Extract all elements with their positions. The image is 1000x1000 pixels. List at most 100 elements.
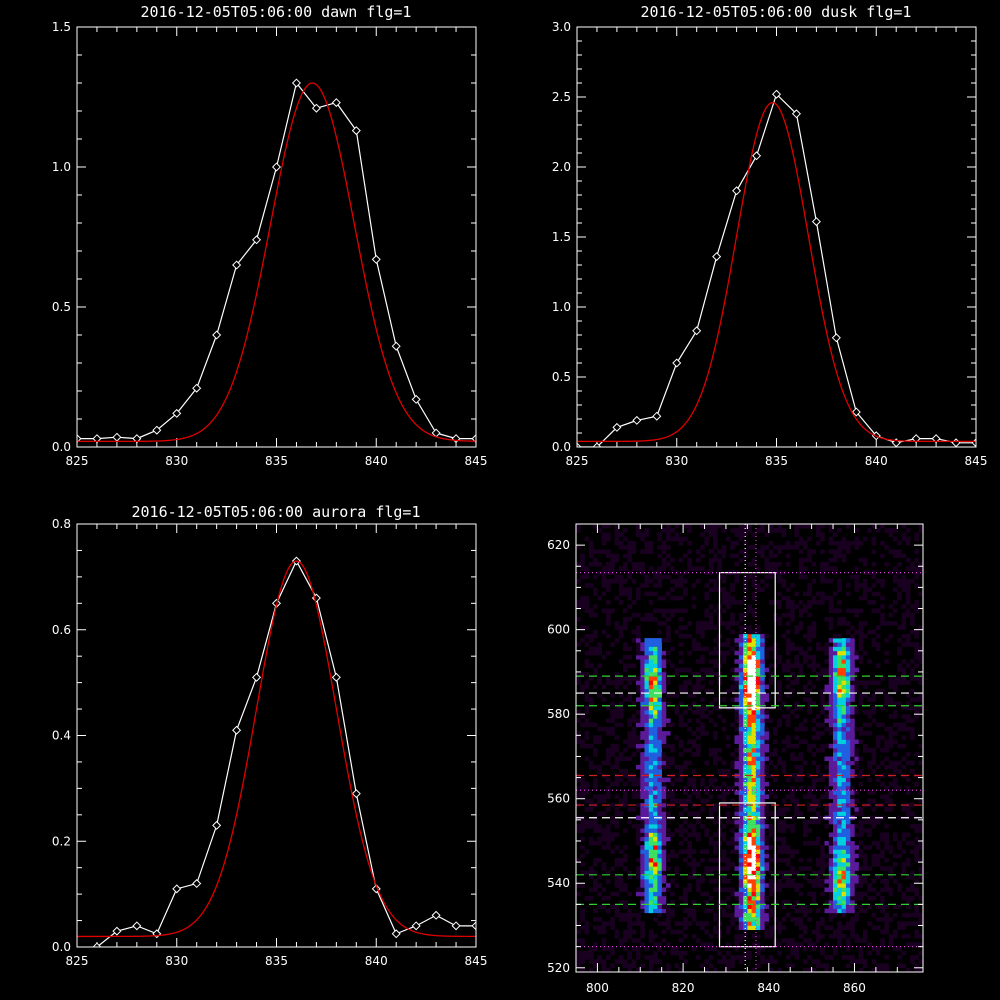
heatmap-cell <box>674 667 680 673</box>
heatmap-cell <box>858 832 864 838</box>
heatmap-cell <box>845 646 851 652</box>
heatmap-cell <box>743 743 748 749</box>
heatmap-cell <box>618 587 624 592</box>
heatmap-cell <box>910 811 915 816</box>
heatmap-cell <box>657 667 662 673</box>
heatmap-cell <box>606 967 611 973</box>
heatmap-cell <box>764 574 770 580</box>
heatmap-cell <box>627 591 632 597</box>
heatmap-cell <box>713 735 718 740</box>
heatmap-cell <box>708 528 714 533</box>
heatmap-cell <box>858 946 864 952</box>
heatmap-cell <box>601 925 607 931</box>
heatmap-cell <box>644 845 650 850</box>
heatmap-cell <box>678 595 684 601</box>
heatmap-cell <box>666 908 671 914</box>
heatmap-cell <box>867 819 872 825</box>
heatmap-cell <box>618 879 624 884</box>
heatmap-cell <box>811 735 817 740</box>
heatmap-cell <box>721 595 727 601</box>
heatmap-cell <box>794 705 800 711</box>
heatmap-cell <box>713 849 718 854</box>
heatmap-cell <box>601 798 607 804</box>
heatmap-cell <box>798 621 804 626</box>
heatmap-cell <box>841 671 847 677</box>
heatmap-cell <box>623 857 628 863</box>
heatmap-cell <box>888 676 894 681</box>
heatmap-cell <box>678 714 684 719</box>
heatmap-cell <box>764 667 770 673</box>
heatmap-cell <box>841 845 847 850</box>
heatmap-cell <box>828 667 834 673</box>
heatmap-cell <box>627 917 632 922</box>
heatmap-cell <box>781 532 787 538</box>
heatmap-cell <box>717 950 722 956</box>
heatmap-cell <box>764 811 770 816</box>
heatmap-cell <box>683 764 688 770</box>
heatmap-cell <box>867 950 872 956</box>
heatmap-cell <box>884 857 889 863</box>
heatmap-cell <box>653 638 658 643</box>
heatmap-cell <box>884 743 889 749</box>
heatmap-cell <box>734 540 740 546</box>
heatmap-cell <box>824 908 830 914</box>
heatmap-cell <box>640 714 645 719</box>
heatmap-cell <box>918 841 924 846</box>
heatmap-cell <box>636 739 641 745</box>
heatmap-cell <box>644 735 650 740</box>
heatmap-cell <box>661 760 667 766</box>
heatmap-cell <box>888 781 894 787</box>
heatmap-cell <box>850 929 855 935</box>
data-point <box>471 921 476 931</box>
heatmap-cell <box>811 870 817 876</box>
heatmap-cell <box>918 760 924 766</box>
heatmap-cell <box>828 600 834 605</box>
heatmap-cell <box>811 786 817 791</box>
heatmap-cell <box>606 600 611 605</box>
heatmap-cell <box>850 845 855 850</box>
heatmap-cell <box>760 688 765 694</box>
heatmap-cell <box>854 752 860 757</box>
heatmap-cell <box>755 667 761 673</box>
heatmap-cell <box>683 625 688 630</box>
heatmap-cell <box>580 845 585 850</box>
heatmap-cell <box>850 735 855 740</box>
heatmap-cell <box>841 705 847 711</box>
heatmap-cell <box>854 853 860 859</box>
heatmap-cell <box>901 895 907 901</box>
heatmap-cell <box>837 752 842 757</box>
heatmap-cell <box>880 853 885 859</box>
heatmap-cell <box>653 714 658 719</box>
heatmap-cell <box>601 959 607 964</box>
heatmap-cell <box>785 743 791 749</box>
heatmap-cell <box>593 587 598 592</box>
heatmap-cell <box>803 655 808 660</box>
heatmap-cell <box>661 701 667 707</box>
heatmap-cell <box>696 710 701 715</box>
heatmap-cell <box>841 760 847 766</box>
heatmap-cell <box>623 781 628 787</box>
heatmap-cell <box>845 769 851 774</box>
heatmap-cell <box>824 841 830 846</box>
heatmap-cell <box>888 870 894 876</box>
heatmap-cell <box>841 646 847 652</box>
heatmap-cell <box>687 862 692 867</box>
heatmap-cell <box>755 739 761 745</box>
heatmap-cell <box>670 566 675 571</box>
heatmap-cell <box>781 798 787 804</box>
heatmap-cell <box>794 532 800 538</box>
heatmap-cell <box>747 629 752 635</box>
heatmap-cell <box>781 938 787 943</box>
heatmap-cell <box>845 828 851 833</box>
heatmap-cell <box>841 536 847 542</box>
heatmap-cell <box>751 857 757 863</box>
heatmap-cell <box>696 642 701 647</box>
heatmap-cell <box>618 705 624 711</box>
heatmap-cell <box>901 667 907 673</box>
heatmap-cell <box>593 591 598 597</box>
heatmap-cell <box>657 798 662 804</box>
heatmap-cell <box>888 790 894 795</box>
heatmap-cell <box>751 722 757 728</box>
heatmap-cell <box>764 748 770 753</box>
heatmap-cell <box>888 731 894 736</box>
